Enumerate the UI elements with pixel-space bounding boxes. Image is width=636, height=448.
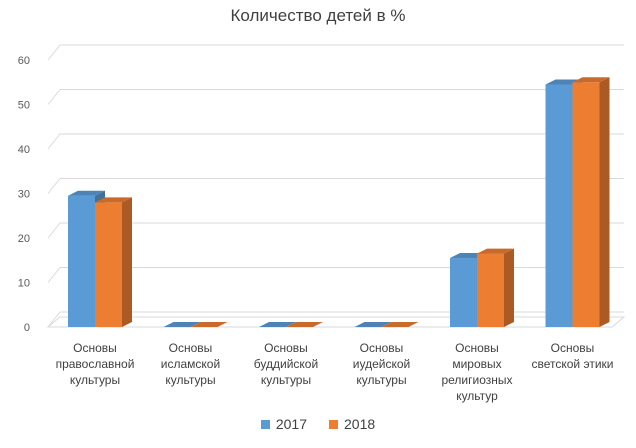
- bar-top-2018-1: [190, 322, 228, 327]
- x-category-label: Основы мировых религиозных культур: [441, 341, 512, 403]
- bar-top-2018-0: [95, 197, 132, 203]
- bar-side-2018-4: [504, 248, 514, 327]
- gridline-depth: [47, 222, 61, 239]
- y-tick-label: 0: [24, 322, 30, 334]
- legend-item-2018: 2018: [329, 416, 375, 432]
- gridline-depth: [47, 267, 61, 283]
- bar-top-2017-0: [68, 190, 105, 196]
- gridline-depth: [47, 44, 61, 61]
- gridline-depth: [47, 89, 61, 105]
- x-category-label-line: Основы: [169, 341, 213, 355]
- legend: 2017 2018: [0, 416, 636, 432]
- x-category-label-line: исламской: [161, 357, 220, 371]
- x-category-label-line: мировых: [452, 357, 501, 371]
- bar-side-2018-5: [599, 77, 610, 327]
- bar-top-2018-4: [477, 248, 514, 254]
- bar-top-2017-2: [259, 322, 296, 327]
- y-tick-label: 40: [18, 144, 30, 156]
- x-category-label-line: культуры: [356, 373, 406, 387]
- gridline-depth: [47, 133, 61, 150]
- x-category-label-line: православной: [56, 357, 135, 371]
- y-tick-label: 10: [18, 278, 30, 290]
- bar-top-2018-5: [572, 77, 610, 83]
- gridline-depth: [47, 311, 61, 328]
- legend-swatch-2018: [329, 419, 338, 429]
- bar-2018-4: [477, 253, 504, 327]
- x-category-label-line: Основы: [455, 341, 499, 355]
- chart-title: Количество детей в %: [230, 6, 406, 25]
- x-category-label: Основы исламской культуры: [161, 341, 220, 387]
- x-category-label: Основы православной культуры: [56, 341, 135, 387]
- x-category-label: Основы буддийской культуры: [254, 341, 318, 387]
- y-tick-label: 50: [18, 100, 30, 112]
- x-category-label-line: светской этики: [532, 357, 614, 371]
- x-category-label-line: Основы: [73, 341, 117, 355]
- legend-swatch-2017: [260, 419, 270, 429]
- bar-2018-0: [95, 202, 122, 327]
- gridline-depth: [47, 178, 61, 194]
- x-category-label-line: религиозных: [441, 373, 512, 387]
- x-category-label-line: буддийской: [254, 357, 318, 371]
- bar-2018-5: [572, 82, 600, 327]
- chart-floor: [46, 316, 626, 328]
- x-category-label-line: культуры: [70, 373, 120, 387]
- bar-top-2017-3: [354, 322, 392, 327]
- x-category-label-line: Основы: [264, 341, 308, 355]
- x-category-label-line: культур: [456, 389, 498, 403]
- legend-label-2018: 2018: [344, 416, 376, 432]
- legend-label-2017: 2017: [275, 416, 307, 432]
- bar-2017-4: [450, 258, 477, 327]
- bar-side-2018-0: [122, 197, 132, 327]
- bar-top-2017-1: [163, 322, 201, 327]
- y-tick-label: 60: [18, 55, 30, 67]
- x-category-label-line: Основы: [360, 341, 404, 355]
- bar-2017-5: [545, 84, 573, 327]
- legend-item-2017: 2017: [260, 416, 307, 432]
- x-category-label-line: иудейской: [353, 357, 410, 371]
- x-category-label-line: культуры: [165, 373, 215, 387]
- bar-2017-0: [68, 195, 95, 327]
- y-tick-label: 20: [18, 233, 30, 245]
- x-category-label: Основы иудейской культуры: [353, 341, 410, 387]
- x-category-label: Основы светской этики: [532, 341, 614, 371]
- bar-top-2018-2: [286, 322, 323, 327]
- bar-top-2018-3: [381, 322, 419, 327]
- x-category-label-line: Основы: [551, 341, 595, 355]
- x-category-label-line: культуры: [261, 373, 311, 387]
- y-tick-label: 30: [18, 189, 30, 201]
